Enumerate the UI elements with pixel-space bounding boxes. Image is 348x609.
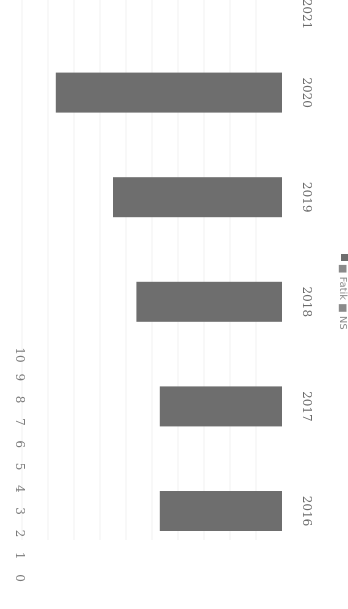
legend-text: ■ Fatik ■ NS (337, 264, 348, 330)
bar-2017 (159, 386, 282, 427)
category-label-2017: 2017 (300, 391, 314, 422)
category-label-2018: 2018 (300, 287, 314, 318)
value-tick-label: 7 (13, 418, 27, 426)
value-tick-label: 2 (13, 530, 27, 538)
value-tick-label: 3 (13, 507, 27, 515)
value-tick-label: 6 (13, 440, 27, 448)
bar-2020 (55, 72, 282, 113)
category-label-2020: 2020 (300, 77, 314, 108)
bars (55, 72, 282, 531)
value-tick-label: 4 (13, 485, 27, 493)
value-tick-label: 10 (13, 347, 27, 362)
category-label-2021: 2021 (300, 0, 314, 29)
category-label-2016: 2016 (300, 496, 314, 527)
value-tick-label: 5 (13, 463, 27, 471)
bar-2019 (113, 177, 282, 218)
category-axis-labels: 2016 2017 2018 2019 2020 2021 (300, 0, 314, 526)
bar-2018 (136, 281, 282, 322)
bar-2016 (159, 491, 282, 531)
legend-swatch (341, 254, 348, 261)
value-tick-label: 8 (13, 396, 27, 404)
value-tick-label: 9 (13, 373, 27, 381)
value-tick-label: 1 (13, 552, 27, 560)
value-tick-label: 0 (13, 574, 27, 582)
value-axis-ticks: 0 1 2 3 4 5 6 7 8 9 10 (13, 347, 27, 581)
category-label-2019: 2019 (300, 182, 314, 213)
